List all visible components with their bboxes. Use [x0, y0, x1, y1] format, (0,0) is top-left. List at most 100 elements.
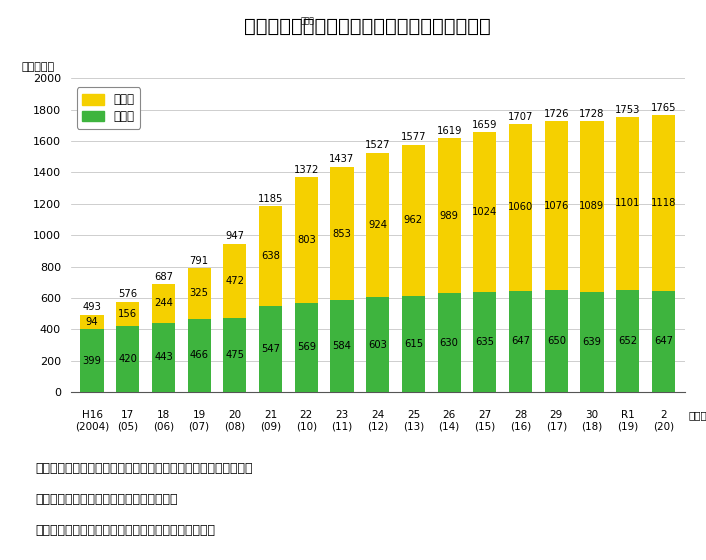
- Text: 23: 23: [335, 410, 349, 420]
- Text: 569: 569: [297, 342, 316, 352]
- Text: 1089: 1089: [580, 202, 604, 212]
- Text: (12): (12): [367, 422, 388, 432]
- Text: 1101: 1101: [615, 198, 640, 208]
- Text: 1024: 1024: [472, 207, 498, 217]
- Text: 647: 647: [511, 336, 530, 346]
- Text: 1060: 1060: [508, 203, 533, 212]
- Text: (13): (13): [403, 422, 424, 432]
- Text: 1577: 1577: [401, 132, 426, 142]
- Bar: [402, 296, 425, 392]
- Text: (05): (05): [117, 422, 138, 432]
- Bar: [223, 318, 246, 392]
- Text: 853: 853: [333, 228, 352, 239]
- Text: 22: 22: [299, 410, 313, 420]
- Bar: [366, 297, 389, 392]
- Text: 1372: 1372: [294, 165, 319, 175]
- Text: 1185: 1185: [258, 194, 283, 204]
- Text: 17: 17: [121, 410, 134, 420]
- Text: 650: 650: [546, 336, 566, 346]
- Bar: [652, 291, 675, 392]
- Text: H16: H16: [81, 410, 102, 420]
- Text: 18: 18: [157, 410, 170, 420]
- Text: 会貢献の森」制度による協定箇所数。: 会貢献の森」制度による協定箇所数。: [35, 493, 178, 506]
- Text: 30: 30: [585, 410, 599, 420]
- Text: 1619: 1619: [436, 126, 462, 136]
- Text: (19): (19): [617, 422, 638, 432]
- Text: 2: 2: [660, 410, 666, 420]
- Text: 1726: 1726: [544, 109, 569, 119]
- Bar: [294, 303, 318, 392]
- Text: （箇所数）: （箇所数）: [21, 62, 54, 72]
- Bar: [509, 291, 532, 392]
- Text: 資料：林野庁森林利用課・経営企画課・業務課調べ。: 資料：林野庁森林利用課・経営企画課・業務課調べ。: [35, 524, 215, 536]
- Text: 924: 924: [369, 220, 387, 230]
- Text: 企業による森林づくり活動の実施箇所数の推移: 企業による森林づくり活動の実施箇所数の推移: [244, 17, 491, 36]
- Text: 28: 28: [514, 410, 527, 420]
- Bar: [580, 292, 604, 392]
- Text: 20: 20: [228, 410, 241, 420]
- Text: 1118: 1118: [651, 198, 676, 208]
- Text: 639: 639: [582, 337, 602, 347]
- Text: 1527: 1527: [365, 140, 390, 150]
- Text: 652: 652: [618, 336, 638, 346]
- Text: 647: 647: [654, 336, 673, 346]
- Text: 1753: 1753: [615, 105, 640, 115]
- Text: も　り: も り: [300, 16, 314, 25]
- Text: 1765: 1765: [651, 103, 676, 113]
- Legend: 民有林, 国有林: 民有林, 国有林: [76, 87, 140, 129]
- Text: 399: 399: [83, 356, 102, 366]
- Bar: [580, 121, 604, 292]
- Text: 244: 244: [154, 298, 173, 309]
- Text: 443: 443: [154, 352, 173, 362]
- Text: (2004): (2004): [75, 422, 109, 432]
- Text: 962: 962: [404, 215, 423, 225]
- Text: 475: 475: [225, 350, 244, 360]
- Text: 19: 19: [193, 410, 205, 420]
- Bar: [152, 284, 175, 323]
- Bar: [330, 167, 354, 300]
- Text: (16): (16): [510, 422, 531, 432]
- Bar: [438, 293, 461, 392]
- Text: R1: R1: [621, 410, 635, 420]
- Bar: [188, 319, 211, 392]
- Text: 638: 638: [261, 251, 280, 261]
- Text: 547: 547: [261, 344, 280, 354]
- Text: (14): (14): [438, 422, 460, 432]
- Bar: [259, 306, 282, 392]
- Text: (11): (11): [331, 422, 352, 432]
- Text: (10): (10): [296, 422, 317, 432]
- Bar: [152, 323, 175, 392]
- Text: 注：国有林の数値については、「法人の森林」の契約数及び「社: 注：国有林の数値については、「法人の森林」の契約数及び「社: [35, 462, 253, 475]
- Text: 576: 576: [118, 290, 137, 300]
- Bar: [402, 144, 425, 296]
- Bar: [330, 300, 354, 392]
- Text: 615: 615: [404, 339, 423, 349]
- Text: (15): (15): [474, 422, 496, 432]
- Text: 94: 94: [85, 317, 98, 327]
- Bar: [294, 177, 318, 303]
- Text: 687: 687: [154, 272, 173, 282]
- Bar: [438, 138, 461, 293]
- Text: （年度）: （年度）: [688, 410, 706, 420]
- Bar: [366, 152, 389, 297]
- Text: 25: 25: [407, 410, 420, 420]
- Bar: [509, 124, 532, 291]
- Text: 29: 29: [550, 410, 563, 420]
- Text: 803: 803: [297, 235, 316, 245]
- Text: 791: 791: [190, 255, 209, 265]
- Bar: [544, 290, 568, 392]
- Text: 466: 466: [190, 351, 209, 361]
- Bar: [80, 315, 104, 329]
- Text: 603: 603: [369, 340, 387, 350]
- Bar: [116, 326, 139, 392]
- Text: 989: 989: [440, 211, 459, 221]
- Text: 156: 156: [118, 309, 137, 319]
- Text: 584: 584: [333, 341, 352, 351]
- Bar: [116, 302, 139, 326]
- Bar: [259, 206, 282, 306]
- Bar: [80, 329, 104, 392]
- Text: 472: 472: [225, 276, 244, 286]
- Text: 26: 26: [443, 410, 456, 420]
- Text: (07): (07): [189, 422, 210, 432]
- Bar: [223, 244, 246, 318]
